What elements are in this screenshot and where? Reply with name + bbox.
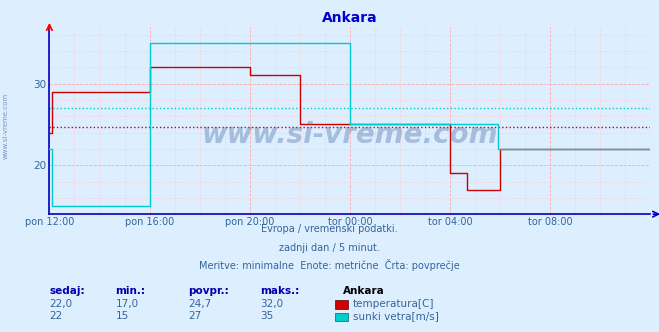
Text: Meritve: minimalne  Enote: metrične  Črta: povprečje: Meritve: minimalne Enote: metrične Črta:… xyxy=(199,259,460,271)
Text: temperatura[C]: temperatura[C] xyxy=(353,299,434,309)
Text: Ankara: Ankara xyxy=(343,286,384,296)
Text: min.:: min.: xyxy=(115,286,146,296)
Text: povpr.:: povpr.: xyxy=(188,286,229,296)
Text: 27: 27 xyxy=(188,311,201,321)
Text: sunki vetra[m/s]: sunki vetra[m/s] xyxy=(353,311,438,321)
Text: sedaj:: sedaj: xyxy=(49,286,85,296)
Text: 24,7: 24,7 xyxy=(188,299,211,309)
Text: www.si-vreme.com: www.si-vreme.com xyxy=(202,122,498,149)
Title: Ankara: Ankara xyxy=(322,11,378,25)
Text: zadnji dan / 5 minut.: zadnji dan / 5 minut. xyxy=(279,243,380,253)
Text: 17,0: 17,0 xyxy=(115,299,138,309)
Text: 32,0: 32,0 xyxy=(260,299,283,309)
Text: 15: 15 xyxy=(115,311,129,321)
Text: 22,0: 22,0 xyxy=(49,299,72,309)
Text: www.si-vreme.com: www.si-vreme.com xyxy=(2,93,9,159)
Text: maks.:: maks.: xyxy=(260,286,300,296)
Text: Evropa / vremenski podatki.: Evropa / vremenski podatki. xyxy=(261,224,398,234)
Text: 35: 35 xyxy=(260,311,273,321)
Text: 22: 22 xyxy=(49,311,63,321)
